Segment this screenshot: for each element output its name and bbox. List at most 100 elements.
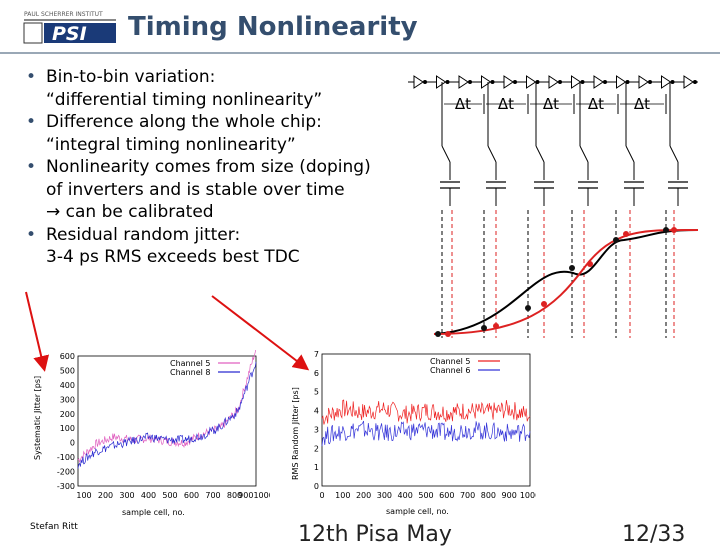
delay-label: Δt [634,95,650,113]
legend-label: Channel 5 [170,359,210,368]
x-tick-label: 300 [377,491,392,500]
x-tick-label: 700 [205,491,220,500]
legend-label: Channel 6 [430,366,470,375]
bullet-line: 3-4 ps RMS exceeds best TDC [46,247,300,267]
x-tick-label: 600 [184,491,199,500]
logo-text: PAUL SCHERRER INSTITUT [24,11,103,18]
x-tick-label: 600 [439,491,454,500]
series-lines [77,350,257,469]
sample-switch [625,145,635,163]
ideal-point [435,331,441,337]
series-lines [321,399,531,447]
delay-chain-schematic: Δt Δt Δt Δt Δt [408,75,699,338]
y-tick-label: 300 [60,395,75,404]
inverter-gate [683,75,694,89]
bullet-item: • Difference along the whole chip: “inte… [26,111,406,156]
x-tick-label: 800 [481,491,496,500]
y-tick-label: -100 [57,453,75,462]
series-line [321,399,531,425]
x-tick-label: 500 [418,491,433,500]
x-tick-label: 100 [76,491,91,500]
plot-frame [321,353,531,487]
y-tick-label: 0 [314,482,319,491]
bullet-line: Residual random jitter: [46,224,241,245]
x-axis-label: sample cell, no. [386,507,449,516]
bullet-line: “integral timing nonlinearity” [46,134,296,155]
slide-title: Timing Nonlinearity [128,12,418,42]
delay-label: Δt [455,95,471,113]
y-tick-label: -300 [57,482,75,491]
measured-point [541,301,547,307]
inverter-gate [638,75,649,89]
sample-switch [535,145,545,163]
bullet-line: of inverters and is stable over time [46,179,345,200]
x-tick-label: 900 [502,491,517,500]
x-tick-label: 200 [98,491,113,500]
bullet-line: Nonlinearity comes from size (doping) [46,157,371,177]
chain-node [423,80,427,84]
y-tick-labels: 7 6 5 4 3 2 1 0 [314,350,319,491]
ideal-curve [433,229,699,335]
x-tick-label: 0 [319,491,324,500]
chain-node [693,80,697,84]
chain-node [490,80,495,84]
x-tick-label: 400 [398,491,413,500]
y-tick-labels: 600 500 400 300 200 100 0 -100 -200 -300 [57,352,75,491]
footer-author: Stefan Ritt [30,522,78,532]
inverter-gate [526,75,537,89]
y-tick-label: 500 [60,366,75,375]
inverter-gate [481,75,492,89]
psi-logo: PAUL SCHERRER INSTITUT PSI [22,8,122,46]
chain-node [513,80,517,84]
ideal-point [613,237,619,243]
y-axis-label: RMS Random Jitter [ps] [291,387,300,480]
chain-node [445,80,450,84]
y-tick-label: 200 [60,410,75,419]
bullet-line: Bin-to-bin variation: [46,67,216,87]
delay-label: Δt [588,95,604,113]
page-number: 12/33 [622,522,686,547]
y-tick-label: 600 [60,352,75,361]
ideal-point [481,325,487,331]
x-tick-label: 100 [335,491,350,500]
measured-point [671,227,677,233]
bullet-line: Difference along the whole chip: [46,112,322,132]
title-divider [0,52,720,54]
bullet-item: • Residual random jitter: 3-4 ps RMS exc… [26,224,406,269]
timing-curves [433,227,699,337]
x-tick-label: 300 [119,491,134,500]
series-line [77,350,257,463]
ideal-point [525,305,531,311]
inverter-gate [616,75,627,89]
x-tick-label: 700 [460,491,475,500]
footer-event: 12th Pisa May [298,522,452,547]
bullet-item: • Bin-to-bin variation: “differential ti… [26,66,406,111]
x-tick-label: 400 [141,491,156,500]
ideal-point [569,265,575,271]
measured-point [493,323,499,329]
logo-mark: PSI [52,23,87,45]
bullet-list: • Bin-to-bin variation: “differential ti… [26,66,406,269]
chain-node [558,80,562,84]
measured-point [587,261,593,267]
x-tick-label: 9001000 [238,491,270,500]
x-axis-label: sample cell, no. [122,508,185,517]
inverter-gate [458,75,469,89]
inverter-gate [436,75,447,89]
chain-node [603,80,607,84]
chain-node [648,80,652,84]
inverter-gate [661,75,672,89]
series-line [321,420,531,447]
inverter-chain-gates [413,75,697,89]
chain-node [580,80,585,84]
sample-switch [579,145,589,163]
random-jitter-chart: RMS Random Jitter [ps] 7 6 5 4 3 2 1 0 0 100 200 3… [291,350,536,516]
y-axis-label: Systematic Jitter [ps] [33,376,42,460]
sample-switch [487,145,497,163]
y-tick-label: 4 [314,407,319,416]
inverter-gate [503,75,514,89]
x-tick-label: 800 [227,491,242,500]
x-tick-labels: 0 100 200 300 400 500 600 700 800 9001000 [319,491,536,500]
